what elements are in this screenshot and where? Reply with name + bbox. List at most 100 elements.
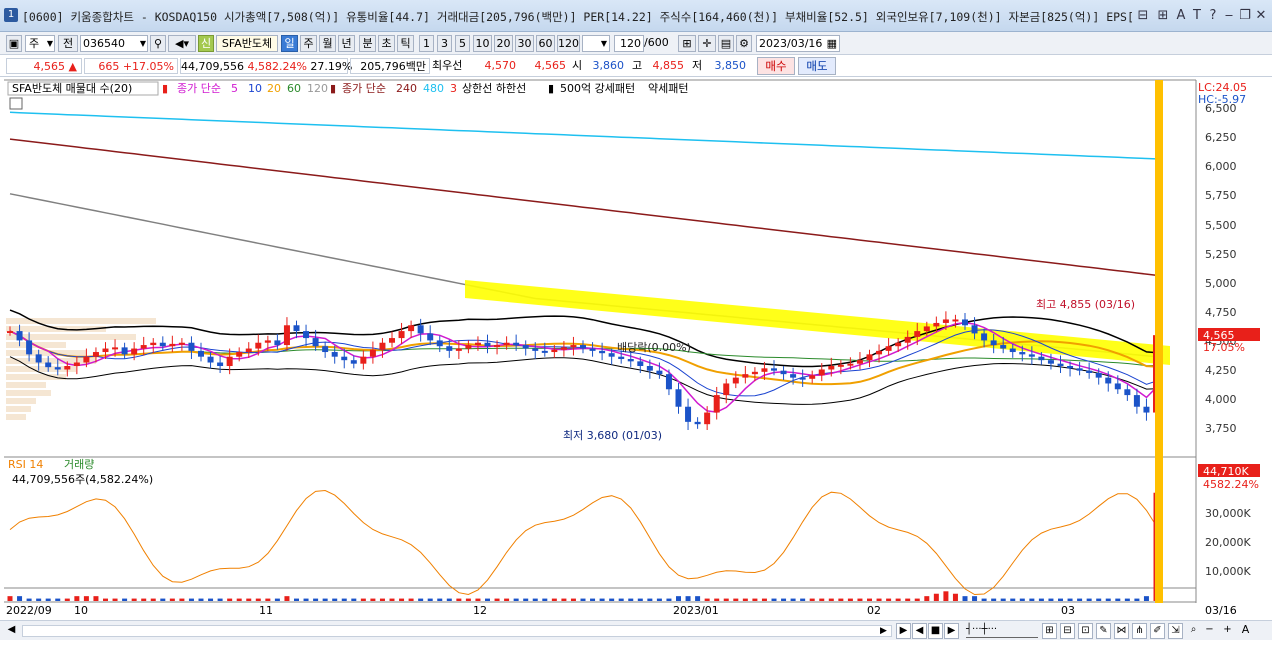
- scroll-right-icon[interactable]: ▶: [880, 626, 887, 636]
- tab-month[interactable]: 월: [319, 35, 336, 52]
- zoom-out-fit-icon[interactable]: ⇲: [1168, 623, 1183, 639]
- zoom-slider[interactable]: ┤···┼···: [966, 624, 1038, 638]
- stock-code-input[interactable]: 036540 ▼: [80, 35, 148, 52]
- scroll-left-icon[interactable]: ◀: [7, 624, 16, 635]
- settings-icon[interactable]: ⚙: [736, 35, 752, 52]
- price-volume-chart[interactable]: 6,500 6,250 6,000 5,750 5,500 5,250 5,00…: [0, 78, 1272, 603]
- tab-tick[interactable]: 틱: [397, 35, 414, 52]
- grid-icon[interactable]: ⊞: [1157, 8, 1169, 23]
- volume-bar: [1029, 598, 1035, 601]
- range-input[interactable]: 120: [614, 35, 644, 52]
- volume-bar: [943, 591, 949, 601]
- save-icon[interactable]: ▤: [718, 35, 734, 52]
- interval-dropdown[interactable]: ▼: [582, 35, 610, 52]
- x-label: 03: [1061, 604, 1075, 617]
- crosshair-icon[interactable]: ✛: [698, 35, 716, 52]
- tile-icon[interactable]: ⊟: [1137, 8, 1149, 23]
- interval-30[interactable]: 30: [515, 35, 534, 52]
- x-label: 2022/09: [6, 604, 52, 617]
- sound-icon[interactable]: ◀▾: [168, 35, 196, 52]
- sell-button[interactable]: 매도: [798, 57, 836, 75]
- tab-year[interactable]: 년: [338, 35, 355, 52]
- minus-icon[interactable]: −: [1205, 624, 1214, 635]
- tab-week[interactable]: 주: [300, 35, 317, 52]
- crosshair-tool-icon[interactable]: ⊞: [1042, 623, 1057, 639]
- scale-tool-icon[interactable]: ⊡: [1078, 623, 1093, 639]
- font-icon[interactable]: A: [1241, 623, 1250, 636]
- play-icon[interactable]: ▶: [944, 623, 959, 639]
- zoom-in-icon[interactable]: ⌕: [1190, 624, 1197, 635]
- restore-button[interactable]: ❐: [1239, 8, 1251, 23]
- volume-bar: [570, 598, 576, 601]
- volume-bar: [590, 598, 596, 601]
- up-arrow-icon: ▲: [68, 60, 77, 73]
- candle-body: [694, 421, 701, 425]
- volume-profile-bar: [6, 350, 86, 356]
- volume-bar: [1010, 598, 1016, 601]
- interval-3[interactable]: 3: [437, 35, 452, 52]
- chart-area[interactable]: 6,500 6,250 6,000 5,750 5,500 5,250 5,00…: [0, 78, 1272, 621]
- volume-bar: [227, 598, 233, 601]
- market-select[interactable]: 주 ▼: [25, 35, 55, 52]
- volume-bar: [676, 596, 681, 601]
- tab-day[interactable]: 일: [281, 35, 298, 52]
- magnet-tool-icon[interactable]: ⋔: [1132, 623, 1147, 639]
- candle-body: [837, 364, 844, 367]
- interval-120[interactable]: 120: [557, 35, 580, 52]
- candle-body: [484, 342, 491, 347]
- price-tick: 5,250: [1205, 248, 1237, 261]
- text-icon[interactable]: T: [1193, 8, 1201, 23]
- interval-5[interactable]: 5: [455, 35, 470, 52]
- interval-1[interactable]: 1: [419, 35, 434, 52]
- close-button[interactable]: ✕: [1255, 8, 1267, 23]
- rsi-legend: RSI 14: [8, 458, 43, 471]
- svg-text:▮: ▮: [162, 82, 168, 95]
- volume-bar: [246, 598, 252, 601]
- volume-bar: [895, 598, 901, 601]
- scroll-track[interactable]: [22, 625, 892, 637]
- svg-text:▮: ▮: [548, 82, 554, 95]
- candle-body: [474, 342, 481, 346]
- prev-button[interactable]: 전: [58, 35, 78, 52]
- candle-body: [608, 353, 615, 357]
- volume-bar: [456, 598, 462, 601]
- step-forward-icon[interactable]: ▶: [896, 623, 911, 639]
- stop-icon[interactable]: ■: [928, 623, 943, 639]
- search-icon[interactable]: ⚲: [150, 35, 166, 52]
- price-change-pct: +17.05%: [122, 60, 174, 73]
- candle-body: [140, 345, 147, 349]
- volume-bar: [790, 598, 796, 601]
- tab-minute[interactable]: 분: [359, 35, 376, 52]
- volume-bar: [876, 598, 882, 601]
- interval-20[interactable]: 20: [494, 35, 513, 52]
- font-size-icon[interactable]: A: [1176, 8, 1186, 23]
- plus-icon[interactable]: +: [1223, 624, 1232, 635]
- tab-second[interactable]: 초: [378, 35, 395, 52]
- date-input[interactable]: 2023/03/16 ▦: [756, 35, 840, 52]
- low-value: 3,850: [714, 59, 747, 72]
- edit-tool-icon[interactable]: ✐: [1150, 623, 1165, 639]
- lc-label: LC:24.05: [1198, 81, 1247, 94]
- help-icon[interactable]: ?: [1209, 8, 1217, 23]
- open-label: 시: [572, 59, 583, 72]
- candle-body: [790, 374, 797, 378]
- scroll-bar[interactable]: ◀ ▶ ▶ ◀ ■ ▶ ┤···┼··· ⊞ ⊟ ⊡ ✎ ⋈ ⋔ ✐ ⇲ ⌕ −…: [0, 620, 1272, 640]
- candle-body: [876, 350, 883, 355]
- candle-body: [981, 333, 988, 341]
- interval-60[interactable]: 60: [536, 35, 555, 52]
- volume-bar: [781, 598, 787, 601]
- volume-bar: [370, 598, 376, 601]
- candle-body: [226, 356, 233, 366]
- step-back-icon[interactable]: ◀: [912, 623, 927, 639]
- candle-tool-icon[interactable]: ⊞: [678, 35, 696, 52]
- buy-button[interactable]: 매수: [757, 57, 795, 75]
- pattern-tool-icon[interactable]: ⋈: [1114, 623, 1129, 639]
- ma-480-label: 480: [423, 82, 444, 95]
- current-price-tag: 4,565: [1203, 329, 1235, 342]
- volume-bar: [141, 598, 147, 601]
- interval-10[interactable]: 10: [473, 35, 492, 52]
- grid-tool-icon[interactable]: ⊟: [1060, 623, 1075, 639]
- chart-layout-icon[interactable]: ▣: [6, 35, 22, 52]
- minimize-button[interactable]: ‒: [1224, 8, 1234, 23]
- draw-tool-icon[interactable]: ✎: [1096, 623, 1111, 639]
